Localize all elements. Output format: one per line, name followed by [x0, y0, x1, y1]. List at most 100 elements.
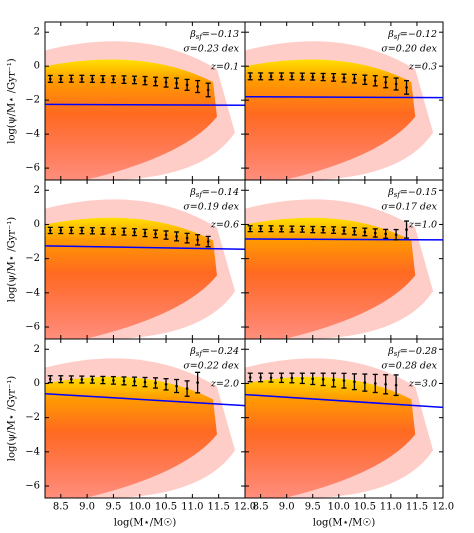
- sigma-annotation: σ=0.20 dex: [381, 44, 437, 55]
- sigma-annotation: σ=0.17 dex: [381, 202, 437, 213]
- x-tick-label: 11.5: [406, 502, 428, 513]
- y-tick-label: 2: [34, 185, 40, 196]
- error-bar-point: [384, 232, 387, 236]
- error-bar: [153, 377, 159, 389]
- error-bar-point: [206, 88, 210, 92]
- error-bar-point: [206, 240, 210, 243]
- error-bar-point: [332, 228, 335, 232]
- error-bar: [247, 72, 253, 81]
- error-bar: [89, 74, 95, 83]
- error-bar: [184, 380, 190, 397]
- error-bar: [58, 74, 64, 83]
- error-bar: [331, 226, 337, 234]
- density-cloud: [245, 59, 416, 180]
- error-bar-point: [185, 236, 189, 240]
- error-bar: [163, 76, 169, 88]
- error-bar-point: [112, 229, 115, 233]
- error-bar-point: [101, 229, 105, 233]
- density-cloud: [45, 59, 217, 180]
- error-bar-point: [280, 227, 283, 231]
- y-tick-label: 0: [34, 378, 40, 389]
- x-tick-label: 11.5: [208, 502, 230, 513]
- error-bar: [195, 234, 201, 246]
- error-bar-point: [59, 77, 63, 81]
- error-bar-point: [101, 378, 105, 382]
- error-bar-point: [143, 380, 147, 384]
- beta-value: =−0.13: [202, 29, 239, 40]
- error-bar-point: [384, 81, 387, 84]
- error-bar: [121, 376, 127, 386]
- error-bar-point: [91, 378, 94, 381]
- error-bar-point: [332, 76, 335, 79]
- error-bar: [299, 372, 305, 385]
- error-bar-point: [91, 229, 94, 233]
- beta-value: =−0.12: [400, 29, 437, 40]
- error-bar-point: [363, 78, 367, 82]
- beta-value: =−0.14: [202, 187, 239, 198]
- density-cloud: [245, 217, 416, 339]
- y-tick-label: 0: [34, 219, 40, 230]
- error-bar-point: [48, 377, 52, 381]
- y-axis-label: log(ψ/M⋆ /Gyr⁻¹): [7, 376, 18, 461]
- error-bar: [205, 235, 211, 248]
- sigma-annotation: σ=0.22 dex: [183, 361, 239, 372]
- error-bar-point: [301, 75, 304, 78]
- error-bar-point: [248, 376, 252, 379]
- error-bar: [299, 225, 305, 233]
- error-bar-point: [112, 379, 115, 382]
- error-bar-point: [133, 380, 136, 383]
- beta-annotation: βsf=−0.12: [387, 29, 437, 42]
- y-tick-label: 2: [34, 344, 40, 355]
- error-bar: [278, 72, 284, 81]
- error-bar: [268, 225, 274, 233]
- y-tick-label: −4: [25, 287, 40, 298]
- error-bar: [258, 225, 264, 233]
- error-bar-point: [154, 80, 157, 83]
- error-bar: [268, 72, 274, 81]
- error-bar: [247, 225, 253, 233]
- error-bar-point: [80, 229, 84, 232]
- error-bar-point: [112, 77, 115, 81]
- error-bar: [383, 374, 389, 395]
- beta-annotation: βsf=−0.15: [387, 187, 437, 200]
- error-bar-point: [196, 85, 199, 88]
- error-bar-point: [373, 382, 377, 385]
- error-bar-point: [332, 378, 335, 382]
- error-bar-point: [342, 76, 346, 80]
- error-bar-point: [384, 383, 387, 386]
- error-bar: [320, 226, 326, 234]
- error-bar: [278, 225, 284, 233]
- error-bar-point: [196, 238, 199, 242]
- x-tick-label: 9.5: [305, 502, 321, 513]
- error-bar: [205, 82, 211, 98]
- error-bar: [247, 372, 253, 383]
- error-bar-point: [80, 378, 84, 381]
- fit-line: [244, 96, 444, 99]
- error-bar-point: [175, 235, 178, 238]
- error-bar-point: [353, 229, 356, 233]
- y-tick-label: 0: [34, 61, 40, 72]
- error-bar: [351, 227, 357, 236]
- error-bar-point: [196, 381, 199, 384]
- error-bar-point: [280, 75, 283, 78]
- y-axis-label: log(ψ/M⋆ /Gyr⁻¹): [7, 217, 18, 302]
- error-bar-point: [70, 77, 73, 81]
- density-cloud: [245, 376, 416, 498]
- error-bar-point: [48, 229, 52, 232]
- error-bar-point: [394, 233, 398, 237]
- error-bar: [142, 75, 148, 86]
- error-bar: [100, 375, 106, 385]
- error-bar: [372, 228, 378, 238]
- error-bar: [278, 372, 284, 384]
- error-bar: [372, 75, 378, 87]
- x-tick-label: 8.5: [53, 502, 69, 513]
- x-tick-label: 10.0: [129, 502, 151, 513]
- y-tick-label: 2: [34, 27, 40, 38]
- error-bar: [174, 378, 180, 394]
- redshift-annotation: z=0.1: [210, 62, 239, 73]
- error-bar-point: [143, 231, 147, 235]
- error-bar-point: [164, 81, 168, 84]
- x-tick-label: 10.5: [155, 502, 177, 513]
- x-tick-label: 12.0: [432, 502, 454, 513]
